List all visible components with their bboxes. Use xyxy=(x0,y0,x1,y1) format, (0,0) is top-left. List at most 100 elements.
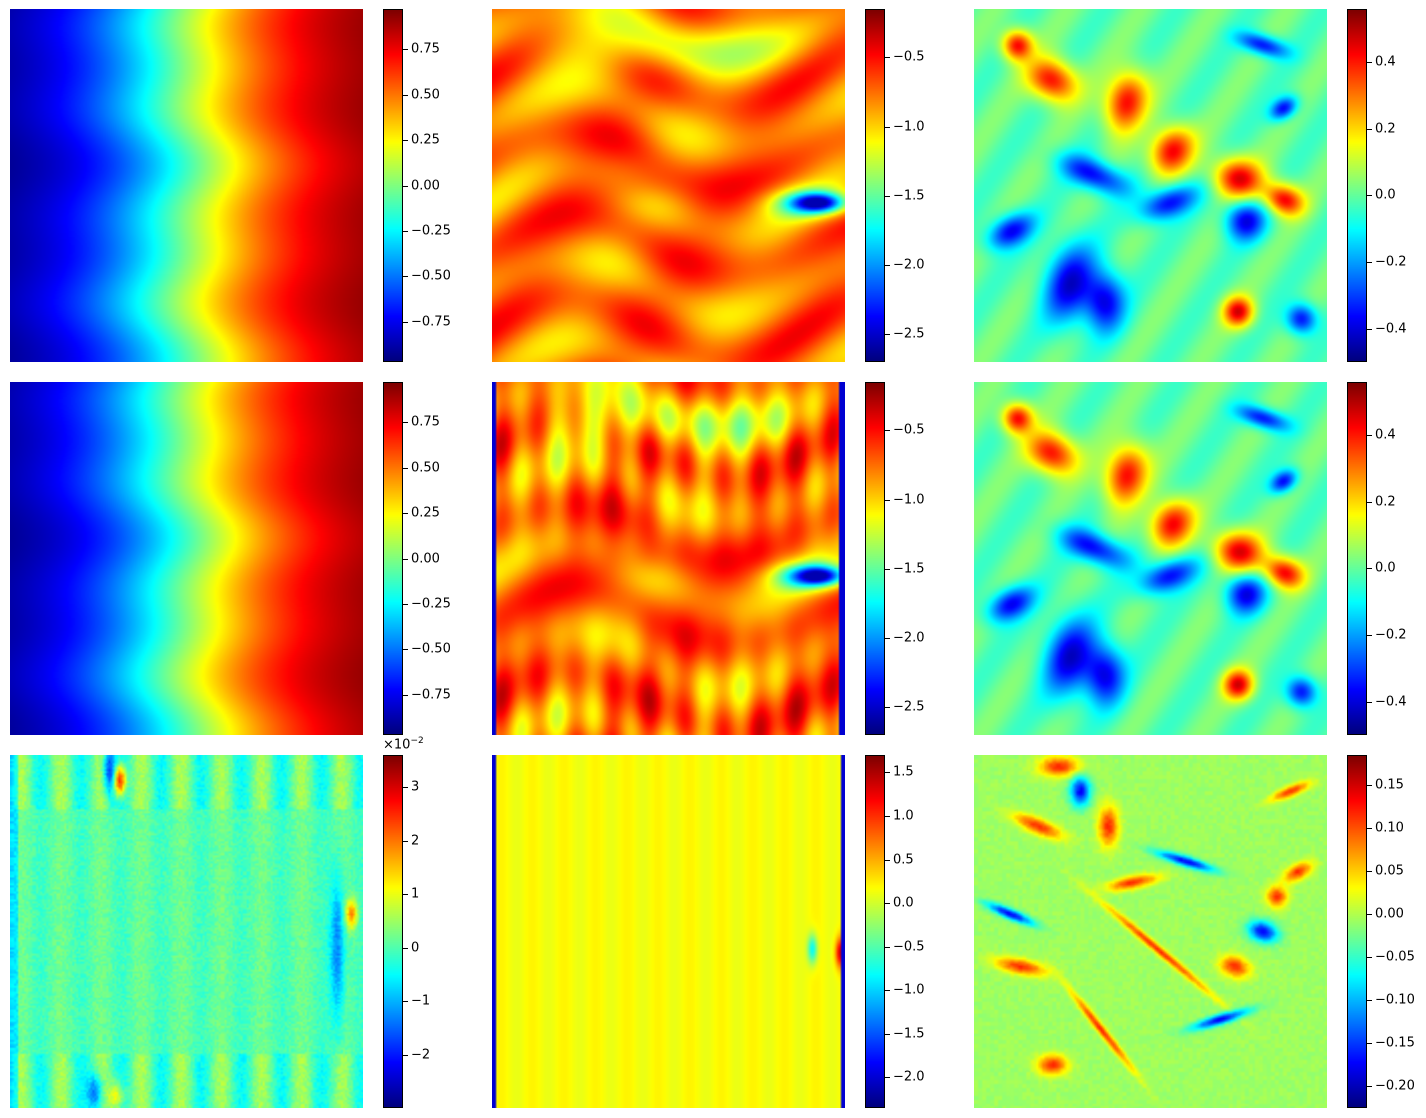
colorbar-tick xyxy=(885,334,890,336)
colorbar-tick xyxy=(885,946,890,948)
heatmap-panel-r2c1 xyxy=(492,755,845,1108)
colorbar-tick-label: 3 xyxy=(411,779,420,795)
colorbar-tick xyxy=(885,816,890,817)
heatmap-image xyxy=(492,9,845,362)
colorbar-tick xyxy=(403,894,408,896)
colorbar-tick xyxy=(1367,568,1372,570)
colorbar-tick-label: −2.0 xyxy=(893,257,925,273)
colorbar-tick-label: −0.5 xyxy=(893,49,925,65)
colorbar-tick-label: −2.0 xyxy=(893,1069,925,1085)
heatmap-panel-r0c0 xyxy=(10,9,363,362)
colorbar-tick xyxy=(885,903,890,905)
colorbar-tick-label: −0.05 xyxy=(1375,949,1415,965)
colorbar-tick-label: 0.2 xyxy=(1375,121,1396,137)
colorbar-tick-label: 1.5 xyxy=(893,764,914,780)
heatmap-panel-r1c1 xyxy=(492,382,845,735)
colorbar-tick xyxy=(885,638,890,640)
colorbar-tick xyxy=(1367,635,1372,637)
colorbar-r1c1 xyxy=(865,382,885,735)
heatmap-panel-r0c2 xyxy=(974,9,1327,362)
colorbar-tick-label: −2.0 xyxy=(893,630,925,646)
colorbar-r0c1 xyxy=(865,9,885,362)
colorbar-tick-label: −0.25 xyxy=(411,596,451,612)
colorbar-tick-label: 2 xyxy=(411,833,420,849)
colorbar-tick-label: −2.5 xyxy=(893,699,925,715)
colorbar-r2c2 xyxy=(1347,755,1367,1108)
colorbar-tick-label: −0.5 xyxy=(893,422,925,438)
colorbar-tick xyxy=(1367,501,1372,503)
colorbar-tick xyxy=(885,1077,890,1079)
colorbar-tick xyxy=(403,787,408,789)
colorbar-r2c0 xyxy=(383,755,403,1108)
colorbar-tick xyxy=(403,276,408,278)
colorbar-tick xyxy=(885,1033,890,1035)
colorbar-tick-label: 0.50 xyxy=(411,460,440,476)
heatmap-image xyxy=(10,9,363,362)
colorbar-offset-label: ×10−2 xyxy=(383,736,424,753)
heatmap-panel-r2c2 xyxy=(974,755,1327,1108)
colorbar-tick xyxy=(1367,828,1372,830)
colorbar-tick-label: 0.25 xyxy=(411,132,440,148)
colorbar-tick-label: −1.0 xyxy=(893,982,925,998)
colorbar-tick xyxy=(1367,328,1372,330)
colorbar-tick-label: 0.75 xyxy=(411,414,440,430)
colorbar-tick-label: −0.4 xyxy=(1375,694,1407,710)
colorbar-tick-label: −0.2 xyxy=(1375,627,1407,643)
colorbar-tick xyxy=(403,558,408,560)
colorbar-tick-label: −2.5 xyxy=(893,326,925,342)
colorbar-tick xyxy=(1367,1043,1372,1045)
colorbar-tick-label: −0.15 xyxy=(1375,1035,1415,1051)
colorbar-tick xyxy=(885,195,890,197)
colorbar-tick xyxy=(1367,262,1372,264)
colorbar-r1c0 xyxy=(383,382,403,735)
heatmap-image xyxy=(10,382,363,735)
colorbar-tick xyxy=(1367,871,1372,873)
colorbar-tick xyxy=(403,649,408,651)
colorbar-tick-label: 0.15 xyxy=(1375,777,1404,793)
colorbar-tick-label: −0.4 xyxy=(1375,321,1407,337)
colorbar-tick-label: −1.5 xyxy=(893,1026,925,1042)
colorbar-tick xyxy=(1367,957,1372,959)
colorbar-tick xyxy=(1367,1000,1372,1002)
colorbar-tick xyxy=(885,57,890,59)
colorbar-tick-label: −0.10 xyxy=(1375,992,1415,1008)
heatmap-panel-r1c0 xyxy=(10,382,363,735)
colorbar-tick xyxy=(885,568,890,570)
colorbar-tick-label: 0.5 xyxy=(893,852,914,868)
heatmap-image xyxy=(974,9,1327,362)
colorbar-tick xyxy=(885,126,890,128)
colorbar-tick xyxy=(1367,435,1372,437)
colorbar-tick-label: 0.0 xyxy=(893,895,914,911)
colorbar-tick xyxy=(403,94,408,96)
colorbar-tick-label: 0.75 xyxy=(411,41,440,57)
colorbar-tick xyxy=(403,840,408,842)
colorbar-tick xyxy=(403,422,408,424)
colorbar-tick xyxy=(1367,62,1372,64)
colorbar-tick xyxy=(403,467,408,469)
colorbar-r0c0 xyxy=(383,9,403,362)
colorbar-tick xyxy=(885,990,890,992)
colorbar-tick xyxy=(1367,195,1372,197)
colorbar-r1c2 xyxy=(1347,382,1367,735)
colorbar-tick-label: 0.10 xyxy=(1375,820,1404,836)
colorbar-tick-label: 0 xyxy=(411,940,420,956)
heatmap-image xyxy=(974,755,1327,1108)
colorbar-tick-label: 0.50 xyxy=(411,87,440,103)
colorbar-tick xyxy=(403,947,408,949)
colorbar-tick xyxy=(403,603,408,605)
colorbar-tick-label: 0.00 xyxy=(1375,906,1404,922)
colorbar-tick-label: −0.50 xyxy=(411,641,451,657)
heatmap-panel-r2c0 xyxy=(10,755,363,1108)
colorbar-tick-label: −0.50 xyxy=(411,268,451,284)
heatmap-image xyxy=(974,382,1327,735)
colorbar-tick-label: −0.20 xyxy=(1375,1078,1415,1094)
colorbar-tick xyxy=(1367,1086,1372,1088)
colorbar-tick-label: −1.0 xyxy=(893,492,925,508)
colorbar-tick xyxy=(1367,785,1372,787)
colorbar-tick xyxy=(403,694,408,696)
heatmap-image xyxy=(10,755,363,1108)
colorbar-tick xyxy=(1367,128,1372,130)
colorbar-tick-label: −2 xyxy=(411,1047,431,1062)
heatmap-image xyxy=(492,755,845,1108)
colorbar-tick-label: 0.0 xyxy=(1375,187,1396,203)
